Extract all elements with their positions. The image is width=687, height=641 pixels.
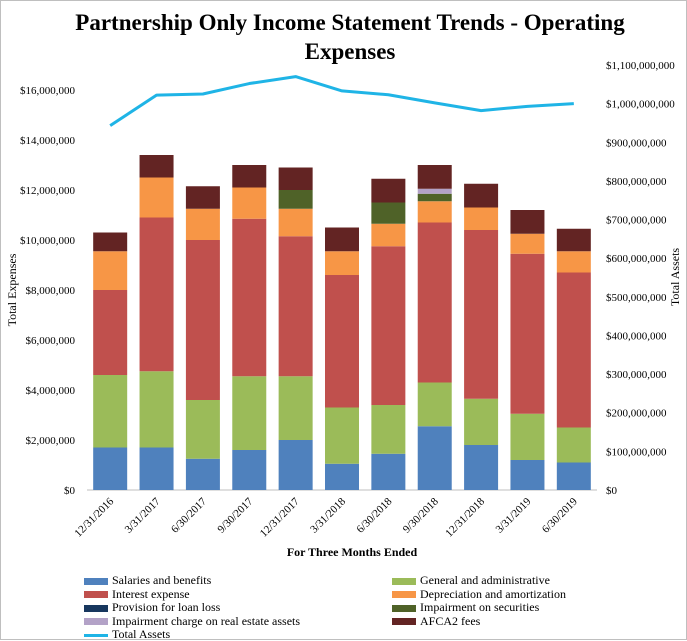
bar-segment xyxy=(556,272,591,428)
bar-segment xyxy=(510,210,545,234)
bar-segment xyxy=(417,426,452,490)
bar-segment xyxy=(278,190,313,209)
bar-segment xyxy=(464,207,499,230)
y-tick-label: $6,000,000 xyxy=(26,335,76,347)
y2-tick-label: $900,000,000 xyxy=(606,137,667,149)
bar-segment xyxy=(325,463,359,490)
bar-segment xyxy=(556,462,591,490)
x-axis-title: For Three Months Ended xyxy=(287,545,418,559)
x-tick-label: 12/31/2017 xyxy=(258,495,302,539)
x-tick-label: 3/31/2019 xyxy=(494,495,534,535)
bar-segment xyxy=(93,232,128,252)
y2-tick-label: $200,000,000 xyxy=(606,408,667,420)
y2-tick-label: $100,000,000 xyxy=(606,446,667,458)
bar-segment xyxy=(371,202,406,224)
total-assets-line xyxy=(109,75,574,127)
bar-segment xyxy=(464,398,499,445)
bar-segment xyxy=(278,376,313,440)
bar-segment xyxy=(556,228,591,252)
y2-tick-label: $800,000,000 xyxy=(606,176,667,188)
bar-segment xyxy=(417,382,452,427)
bar-segment xyxy=(185,458,220,490)
bar-segment xyxy=(93,251,128,290)
bar-segment xyxy=(185,240,220,400)
x-tick-label: 9/30/2017 xyxy=(215,495,255,535)
y-tick-label: $10,000,000 xyxy=(20,235,76,247)
bar-segment xyxy=(232,218,267,377)
bar-segment xyxy=(185,208,220,240)
bar-segment xyxy=(325,275,359,408)
bar-segment xyxy=(232,376,267,450)
y2-tick-label: $0 xyxy=(606,485,618,497)
x-tick-label: 9/30/2018 xyxy=(401,495,441,535)
bar-segment xyxy=(278,236,313,377)
bar-segment xyxy=(510,413,545,460)
bar-segment xyxy=(417,201,452,223)
y2-axis-title: Total Assets xyxy=(668,248,682,306)
bar-segment xyxy=(510,460,545,490)
y-tick-label: $16,000,000 xyxy=(20,85,76,97)
y2-tick-label: $300,000,000 xyxy=(606,369,667,381)
y2-tick-label: $600,000,000 xyxy=(606,253,667,265)
y2-tick-label: $500,000,000 xyxy=(606,292,667,304)
bar-segment xyxy=(139,217,174,372)
y-tick-label: $0 xyxy=(64,485,76,497)
y2-tick-label: $1,100,000,000 xyxy=(606,60,675,72)
bar-segment xyxy=(232,165,267,188)
y-tick-label: $4,000,000 xyxy=(26,385,76,397)
bar-segment xyxy=(93,447,128,490)
y-tick-label: $8,000,000 xyxy=(26,285,76,297)
bar-segment xyxy=(417,222,452,383)
bar-segment xyxy=(371,453,406,490)
bars xyxy=(93,155,591,490)
bar-segment xyxy=(93,290,128,375)
y2-tick-label: $1,000,000,000 xyxy=(606,99,675,111)
x-tick-label: 6/30/2018 xyxy=(354,495,394,535)
bar-segment xyxy=(464,445,499,490)
y-axis-title: Total Expenses xyxy=(5,253,19,326)
bar-segment xyxy=(278,208,313,237)
bar-segment xyxy=(371,223,406,247)
bar-segment xyxy=(417,193,452,202)
bar-segment xyxy=(278,167,313,190)
y-tick-label: $12,000,000 xyxy=(20,185,76,197)
bar-segment xyxy=(139,371,174,448)
x-tick-label: 3/31/2017 xyxy=(123,495,163,535)
bar-segment xyxy=(278,440,313,490)
bar-segment xyxy=(325,407,359,464)
bar-segment xyxy=(371,246,406,405)
bar-segment xyxy=(139,177,174,218)
bar-segment xyxy=(510,233,545,254)
bar-segment xyxy=(417,165,452,189)
y-tick-label: $14,000,000 xyxy=(20,135,76,147)
x-tick-label: 12/31/2018 xyxy=(443,495,487,539)
bar-segment xyxy=(93,375,128,448)
bar-segment xyxy=(232,187,267,219)
bar-segment xyxy=(371,405,406,454)
bar-segment xyxy=(325,251,359,275)
bar-segment xyxy=(232,450,267,490)
x-tick-label: 3/31/2018 xyxy=(308,495,348,535)
bar-segment xyxy=(139,155,174,178)
bar-segment xyxy=(510,253,545,414)
bar-segment xyxy=(417,188,452,194)
y2-tick-label: $700,000,000 xyxy=(606,215,667,227)
x-tick-label: 12/31/2016 xyxy=(72,495,116,539)
chart-title: Partnership Only Income Statement Trends… xyxy=(75,10,625,64)
y2-tick-label: $400,000,000 xyxy=(606,330,667,342)
total-assets-polyline xyxy=(109,75,574,127)
bar-segment xyxy=(556,251,591,273)
x-tick-label: 6/30/2019 xyxy=(540,495,580,535)
x-tick-label: 6/30/2017 xyxy=(169,495,209,535)
bar-segment xyxy=(139,447,174,490)
y-tick-label: $2,000,000 xyxy=(26,435,76,447)
bar-segment xyxy=(325,227,359,252)
bar-segment xyxy=(464,183,499,208)
bar-segment xyxy=(464,230,499,399)
bar-segment xyxy=(185,186,220,209)
bar-segment xyxy=(371,178,406,203)
bar-segment xyxy=(185,400,220,459)
bar-segment xyxy=(556,427,591,463)
